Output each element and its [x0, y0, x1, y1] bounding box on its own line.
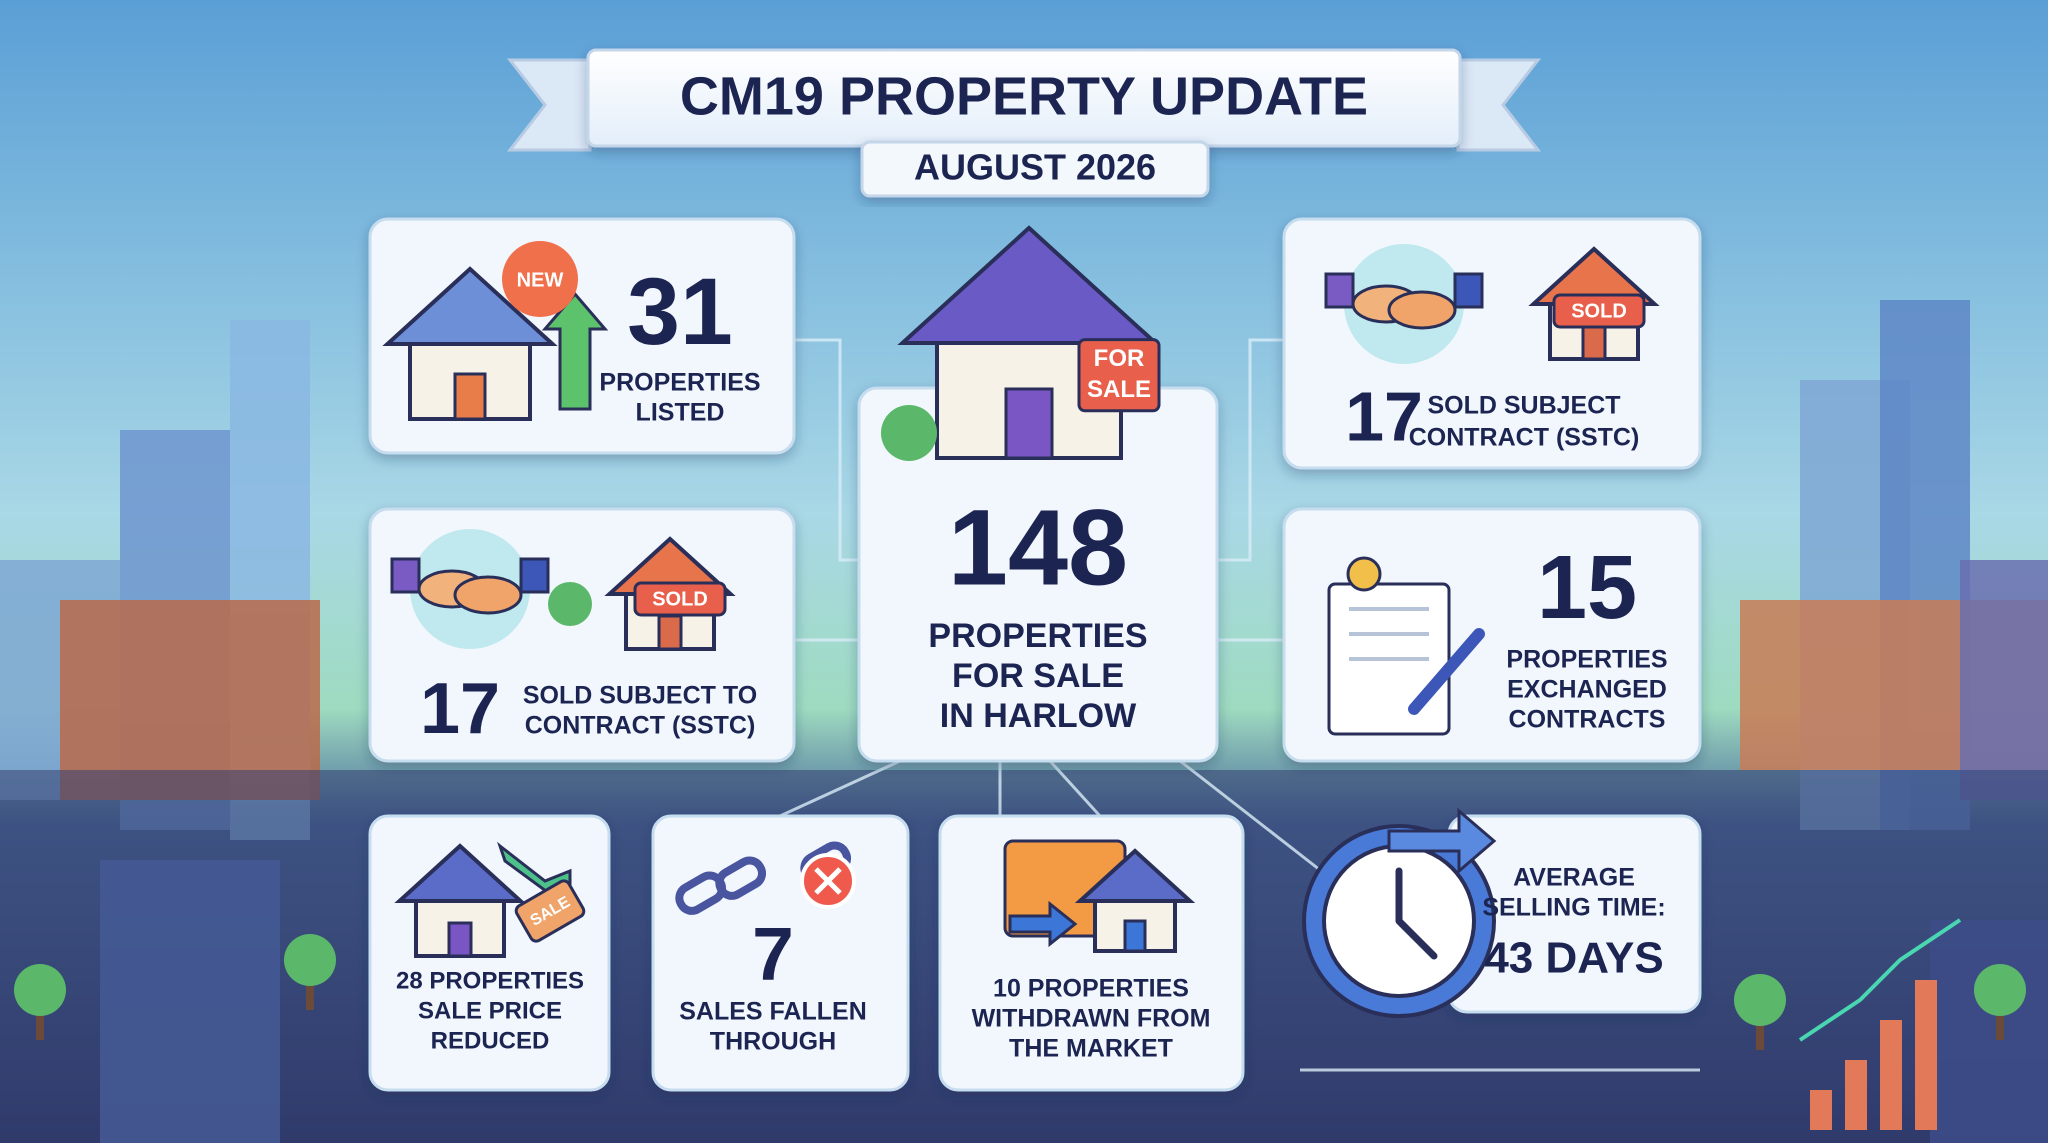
stat-label: IN HARLOW — [940, 697, 1137, 735]
tree — [14, 964, 66, 1016]
stat-label: CONTRACT (SSTC) — [1409, 424, 1640, 452]
stat-label: WITHDRAWN FROM — [972, 1005, 1211, 1033]
stat-label: AVERAGE — [1513, 864, 1635, 892]
stat-label: SOLD SUBJECT TO — [523, 682, 757, 710]
sleeve — [519, 557, 550, 594]
stat-label: REDUCED — [431, 1027, 550, 1054]
connector — [779, 759, 901, 818]
stat-label: PROPERTIES — [599, 369, 760, 397]
deco-bar — [1810, 1090, 1832, 1130]
pen — [1408, 628, 1485, 715]
sleeve — [1324, 272, 1355, 309]
stat-label: SALE PRICE — [418, 997, 562, 1024]
house-door — [453, 372, 487, 421]
stat-label: SALES FALLEN — [679, 998, 867, 1026]
building — [60, 600, 320, 800]
stat-highlight: 43 DAYS — [1484, 934, 1663, 983]
key — [1346, 556, 1382, 592]
sign — [1077, 338, 1161, 413]
connector — [794, 338, 859, 562]
deco-trend — [1798, 918, 1962, 1042]
tree — [1734, 974, 1786, 1026]
clock-arrow — [1387, 807, 1497, 875]
house-roof — [394, 843, 526, 903]
house-door — [1581, 324, 1607, 361]
ribbon-tail — [506, 58, 592, 152]
title: CM19 PROPERTY UPDATE — [680, 66, 1368, 126]
connector — [1048, 759, 1102, 818]
stat-number: 15 — [1537, 538, 1637, 638]
arrow-up — [541, 291, 609, 411]
sign — [1552, 293, 1646, 329]
connector — [1179, 759, 1321, 872]
sleeve — [390, 557, 421, 594]
stat-label: SOLD SUBJECT — [1427, 392, 1620, 420]
house-door — [1123, 919, 1147, 953]
stat-label: FOR SALE — [952, 657, 1124, 695]
tree — [548, 582, 592, 626]
ribbon-tail — [1456, 58, 1542, 152]
tree — [284, 934, 336, 986]
house-door — [447, 921, 473, 958]
cross-x — [814, 867, 842, 895]
hand — [453, 575, 523, 615]
stat-number: 17 — [1345, 377, 1423, 455]
chain-link — [715, 856, 767, 900]
badge-text: NEW — [517, 269, 564, 291]
badge-seal — [502, 241, 578, 317]
sign-text: SOLD — [1571, 300, 1627, 322]
stat-label: PROPERTIES — [928, 617, 1147, 655]
stat-label: SELLING TIME: — [1482, 894, 1665, 922]
stat-label: CONTRACTS — [1509, 706, 1666, 734]
stat-label: THROUGH — [710, 1028, 836, 1056]
house-door — [657, 614, 683, 651]
house-roof — [382, 266, 558, 346]
stat-label: EXCHANGED — [1507, 676, 1667, 704]
tree — [1974, 964, 2026, 1016]
clock-hands — [1395, 867, 1438, 960]
sign-text: SALE — [1087, 376, 1151, 403]
stat-label: THE MARKET — [1009, 1035, 1173, 1063]
arrow-right — [1008, 900, 1078, 948]
building — [1960, 560, 2048, 800]
header-banner: CM19 PROPERTY UPDATE AUGUST 2026 — [506, 48, 1542, 198]
subtitle: AUGUST 2026 — [914, 147, 1156, 188]
connector — [1217, 338, 1284, 562]
stat-label: LISTED — [636, 399, 725, 427]
sign-text: FOR — [1094, 345, 1145, 372]
deco-bar — [1845, 1060, 1867, 1130]
tag — [514, 879, 586, 943]
deco-bar — [1915, 980, 1937, 1130]
subtitle-box — [860, 140, 1210, 198]
house-roof — [1074, 848, 1196, 903]
stat-number: 31 — [627, 259, 733, 365]
stat-label: PROPERTIES — [1506, 646, 1667, 674]
sign-text: SOLD — [652, 588, 708, 610]
stat-number: 7 — [752, 912, 794, 996]
tree — [881, 405, 937, 461]
stat-number: 148 — [948, 487, 1128, 608]
house-door — [1004, 387, 1054, 460]
stat-number: 17 — [420, 669, 500, 749]
hand — [1387, 290, 1457, 330]
house-roof — [897, 225, 1161, 345]
stat-label: 10 PROPERTIES — [993, 975, 1189, 1003]
stat-card: SOLD 17 SOLD SUBJECT CONTRACT (SSTC) — [1282, 217, 1702, 470]
sign — [633, 581, 727, 617]
stat-label: 28 PROPERTIES — [396, 967, 584, 994]
sleeve — [1453, 272, 1484, 309]
stat-label: CONTRACT (SSTC) — [525, 712, 756, 740]
deco-bar — [1880, 1020, 1902, 1130]
